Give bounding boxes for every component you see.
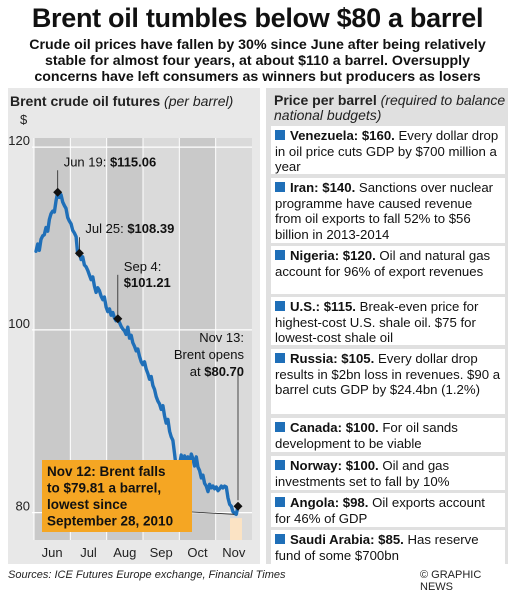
annotation-note: Brent opens xyxy=(174,347,245,362)
entry-text: Break-even price for highest-cost U.S. s… xyxy=(275,299,479,345)
entry-name: U.S.: $115. xyxy=(290,299,356,314)
blue-square-icon xyxy=(275,497,285,507)
price-heading-title: Price per barrel xyxy=(274,92,377,108)
price-marker xyxy=(53,187,63,197)
y-tick-label: 120 xyxy=(8,133,30,148)
blue-square-icon xyxy=(275,353,285,363)
sources-note: Sources: ICE Futures Europe exchange, Fi… xyxy=(8,569,286,581)
y-tick-label: 100 xyxy=(8,316,30,331)
credit-logo: © GRAPHIC NEWS xyxy=(420,569,482,593)
blue-square-icon xyxy=(275,422,285,432)
country-entry-russia: Russia: $105. Every dollar drop results … xyxy=(271,349,505,414)
entry-text: Has reserve fund of some $700bn xyxy=(275,532,479,563)
callout-line: Nov 12: Brent falls xyxy=(47,464,166,479)
x-tick-label: Jul xyxy=(80,545,97,560)
country-entry-iran: Iran: $140. Sanctions over nuclear progr… xyxy=(271,178,505,243)
callout-line: lowest since xyxy=(47,497,128,512)
annotation-label: Jul 25: $108.39 xyxy=(85,221,174,236)
callout-line: September 28, 2010 xyxy=(47,514,173,529)
annotation-value: at $80.70 xyxy=(190,364,244,379)
callout-line: to $79.81 a barrel, xyxy=(47,481,161,496)
annotation-date: Nov 13: xyxy=(199,330,244,345)
entry-name: Norway: $100. xyxy=(290,458,379,473)
page-subtitle: Crude oil prices have fallen by 30% sinc… xyxy=(29,37,486,86)
chart-title-unit: (per barrel) xyxy=(164,93,234,109)
callout-leader xyxy=(191,511,235,515)
country-entry-canada: Canada: $100. For oil sands development … xyxy=(271,418,505,452)
entry-name: Russia: $105. xyxy=(290,351,375,366)
entry-name: Venezuela: $160. xyxy=(290,128,395,143)
country-entry-angola: Angola: $98. Oil exports account for 46%… xyxy=(271,493,505,527)
country-entry-us: U.S.: $115. Break-even price for highest… xyxy=(271,297,505,345)
entry-text: Sanctions over nuclear programme have ca… xyxy=(275,180,494,242)
price-marker xyxy=(113,314,123,324)
blue-square-icon xyxy=(275,182,285,192)
price-marker xyxy=(74,248,84,258)
country-entry-saudi-arabia: Saudi Arabia: $85. Has reserve fund of s… xyxy=(271,530,505,564)
chart-title-text: Brent crude oil futures xyxy=(10,93,161,109)
entry-name: Canada: $100. xyxy=(290,420,379,435)
entry-text: For oil sands development to be viable xyxy=(275,420,458,451)
annotation-date: Sep 4: xyxy=(124,259,162,274)
entry-name: Angola: $98. xyxy=(290,495,369,510)
entry-text: Oil exports account for 46% of GDP xyxy=(275,495,485,526)
annotation-label: Jun 19: $115.06 xyxy=(64,154,157,169)
last-day-highlight xyxy=(230,518,242,540)
blue-square-icon xyxy=(275,130,285,140)
callout-box xyxy=(42,460,192,532)
price-heading-note: (required to balance national budgets) xyxy=(274,92,506,123)
x-tick-label: Nov xyxy=(222,545,246,560)
x-tick-label: Jun xyxy=(42,545,63,560)
country-entry-venezuela: Venezuela: $160. Every dollar drop in oi… xyxy=(271,126,505,174)
x-tick-label: Sep xyxy=(150,545,173,560)
country-entry-nigeria: Nigeria: $120. Oil and natural gas accou… xyxy=(271,246,505,294)
chart-title: Brent crude oil futures (per barrel) xyxy=(10,93,233,109)
entry-name: Saudi Arabia: $85. xyxy=(290,532,404,547)
x-tick-label: Aug xyxy=(113,545,136,560)
entry-name: Iran: $140. xyxy=(290,180,356,195)
country-entry-norway: Norway: $100. Oil and gas investments se… xyxy=(271,456,505,490)
blue-square-icon xyxy=(275,460,285,470)
entry-text: Every dollar drop results in $2bn loss i… xyxy=(275,351,501,397)
price-per-barrel-heading: Price per barrel (required to balance na… xyxy=(274,93,506,123)
blue-square-icon xyxy=(275,301,285,311)
month-band xyxy=(215,138,252,540)
blue-square-icon xyxy=(275,250,285,260)
blue-square-icon xyxy=(275,534,285,544)
entry-text: Oil and natural gas account for 96% of e… xyxy=(275,248,491,279)
brent-price-line xyxy=(34,190,240,516)
entry-text: Oil and gas investments set to fall by 1… xyxy=(275,458,450,489)
x-tick-label: Oct xyxy=(187,545,208,560)
entry-name: Nigeria: $120. xyxy=(290,248,376,263)
annotation-value: $101.21 xyxy=(124,275,171,290)
entry-text: Every dollar drop in oil price cuts GDP … xyxy=(275,128,499,174)
price-marker xyxy=(233,501,243,511)
y-axis-label: $ xyxy=(20,112,28,127)
y-tick-label: 80 xyxy=(16,499,30,514)
page-title: Brent oil tumbles below $80 a barrel xyxy=(31,3,484,33)
